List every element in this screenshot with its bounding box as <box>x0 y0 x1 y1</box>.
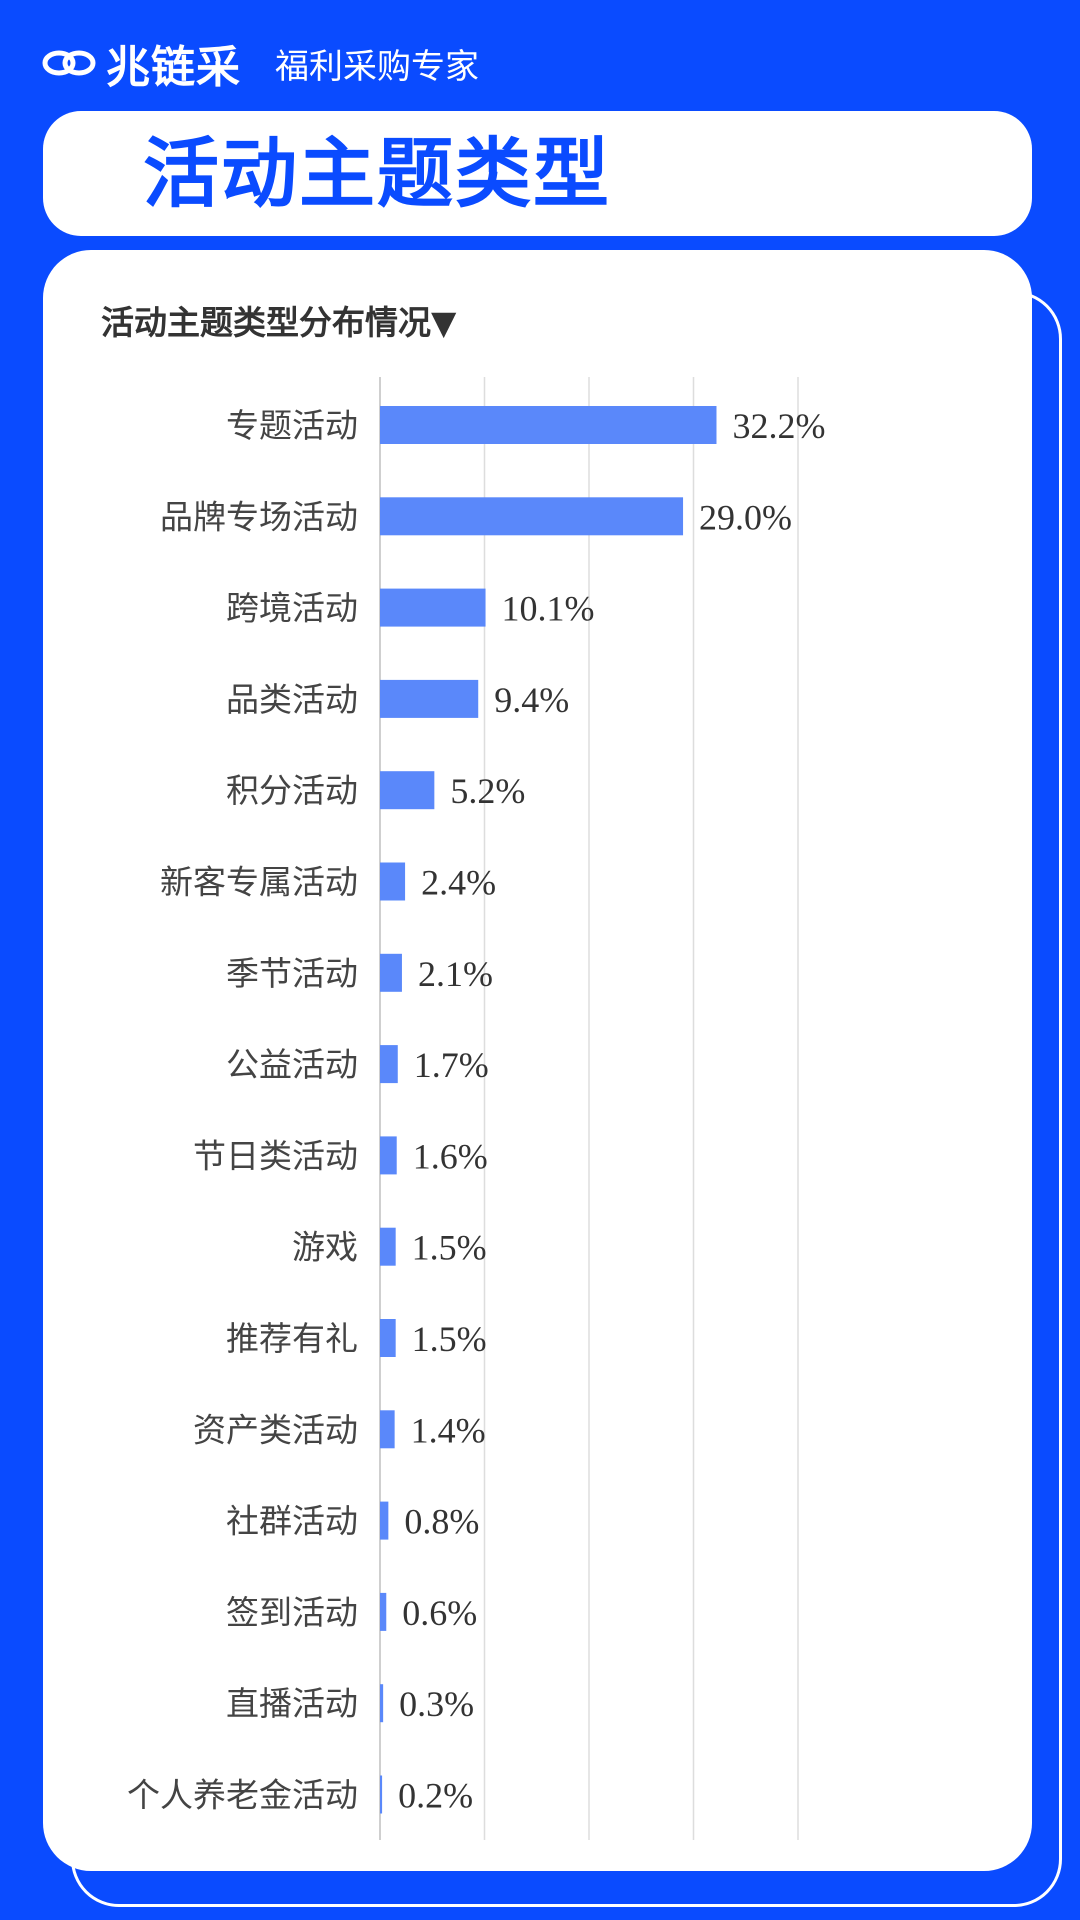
chart-card: 活动主题类型分布情况▼ 专题活动 32.2% 品牌专场活动 29.0% 跨境活动 10.1… <box>43 250 1032 1871</box>
bar <box>380 1684 384 1723</box>
bar <box>380 1319 396 1357</box>
bar <box>380 953 402 992</box>
bar <box>380 1045 398 1084</box>
category-label: 跨境活动 <box>226 589 358 628</box>
category-label: 积分活动 <box>226 771 358 810</box>
bar <box>380 1775 383 1814</box>
category-label: 签到活动 <box>226 1593 358 1632</box>
data-label: 1.4% <box>411 1410 486 1450</box>
data-label: 0.2% <box>398 1776 473 1816</box>
data-label: 2.4% <box>421 863 496 903</box>
bar <box>380 679 479 718</box>
category-label: 公益活动 <box>226 1045 358 1084</box>
data-label: 0.6% <box>402 1593 477 1633</box>
category-label: 节日类活动 <box>193 1136 358 1175</box>
brand-slogan: 福利采购专家 <box>275 46 479 87</box>
data-label: 10.1% <box>502 589 595 629</box>
category-label: 专题活动 <box>226 406 358 445</box>
title-card: 活动主题类型 <box>43 111 1032 236</box>
data-label: 29.0% <box>699 497 792 537</box>
data-label: 1.5% <box>412 1319 487 1359</box>
data-label: 9.4% <box>494 680 569 720</box>
category-label: 游戏 <box>292 1228 358 1267</box>
bar <box>380 588 486 627</box>
category-label: 社群活动 <box>226 1502 358 1541</box>
category-label: 直播活动 <box>226 1684 358 1723</box>
category-label: 个人养老金活动 <box>127 1776 358 1815</box>
category-label: 季节活动 <box>226 954 358 993</box>
bar <box>380 862 406 901</box>
brand-logo: 兆链采 福利采购专家 <box>42 36 479 93</box>
bar <box>380 1501 389 1540</box>
brand-name: 兆链采 <box>106 42 241 93</box>
data-label: 32.2% <box>732 406 825 446</box>
bar <box>380 771 435 810</box>
category-label: 资产类活动 <box>193 1410 358 1449</box>
data-label: 5.2% <box>450 771 525 811</box>
data-label: 1.5% <box>412 1228 487 1268</box>
data-label: 0.8% <box>404 1502 479 1542</box>
data-label: 1.7% <box>414 1045 489 1085</box>
bar <box>380 1410 395 1449</box>
category-label: 新客专属活动 <box>160 863 358 902</box>
category-label: 品牌专场活动 <box>160 497 358 536</box>
bar <box>380 406 717 444</box>
bar <box>380 1136 397 1175</box>
data-label: 2.1% <box>418 954 493 994</box>
chain-link-icon <box>42 50 96 76</box>
chart-title: 活动主题类型分布情况▼ <box>101 303 457 342</box>
data-label: 1.6% <box>413 1136 488 1176</box>
bar-chart: 专题活动 32.2% 品牌专场活动 29.0% 跨境活动 10.1% 品类活动 9.4% 积分活… <box>127 377 825 1840</box>
bar <box>380 1592 387 1631</box>
data-label: 0.3% <box>399 1684 474 1724</box>
category-label: 推荐有礼 <box>226 1319 358 1358</box>
page-title: 活动主题类型 <box>143 129 611 218</box>
bar <box>380 497 684 536</box>
bar <box>380 1227 396 1266</box>
category-label: 品类活动 <box>226 680 358 719</box>
